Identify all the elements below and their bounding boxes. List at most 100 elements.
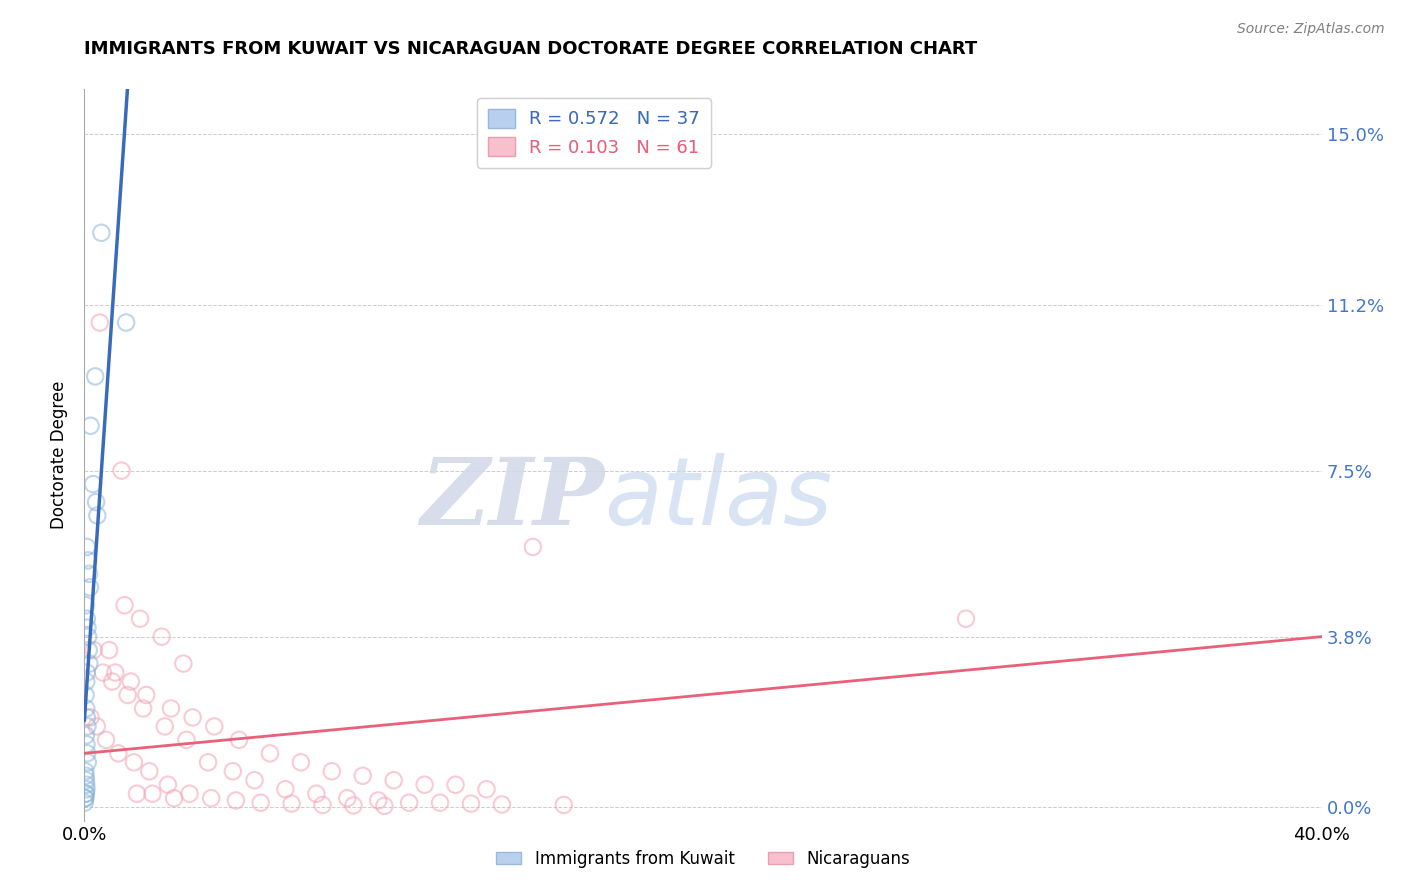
Point — [76, 621, 98, 635]
Point — [280, 797, 302, 811]
Point — [153, 719, 176, 733]
Point — [77, 630, 100, 644]
Point — [75, 787, 97, 801]
Point — [172, 657, 194, 671]
Point — [179, 787, 201, 801]
Point — [125, 787, 148, 801]
Point — [475, 782, 498, 797]
Point — [75, 764, 97, 779]
Point — [79, 580, 101, 594]
Point — [76, 756, 98, 770]
Point — [76, 665, 98, 680]
Point — [132, 701, 155, 715]
Point — [129, 612, 152, 626]
Point — [429, 796, 451, 810]
Point — [89, 316, 111, 330]
Point — [274, 782, 297, 797]
Point — [98, 643, 121, 657]
Point — [460, 797, 482, 811]
Point — [311, 797, 333, 812]
Point — [79, 657, 101, 671]
Point — [75, 599, 97, 613]
Point — [398, 796, 420, 810]
Point — [83, 643, 105, 657]
Point — [82, 477, 104, 491]
Point — [75, 791, 97, 805]
Point — [107, 747, 129, 761]
Point — [200, 791, 222, 805]
Point — [336, 791, 359, 805]
Point — [75, 773, 97, 788]
Point — [77, 643, 100, 657]
Point — [135, 688, 157, 702]
Point — [156, 778, 179, 792]
Point — [76, 710, 98, 724]
Point — [259, 747, 281, 761]
Point — [114, 599, 136, 613]
Point — [79, 418, 101, 433]
Point — [120, 674, 142, 689]
Point — [75, 769, 97, 783]
Point — [243, 773, 266, 788]
Legend: Immigrants from Kuwait, Nicaraguans: Immigrants from Kuwait, Nicaraguans — [489, 844, 917, 875]
Point — [197, 756, 219, 770]
Point — [181, 710, 204, 724]
Point — [110, 464, 132, 478]
Point — [104, 665, 127, 680]
Point — [76, 612, 98, 626]
Point — [225, 793, 247, 807]
Point — [290, 756, 312, 770]
Point — [77, 553, 100, 567]
Point — [373, 798, 395, 813]
Text: Source: ZipAtlas.com: Source: ZipAtlas.com — [1237, 22, 1385, 37]
Point — [76, 782, 98, 797]
Point — [163, 791, 186, 805]
Point — [553, 797, 575, 812]
Text: atlas: atlas — [605, 453, 832, 544]
Point — [94, 732, 117, 747]
Point — [444, 778, 467, 792]
Point — [86, 508, 108, 523]
Point — [115, 316, 138, 330]
Point — [90, 226, 112, 240]
Point — [117, 688, 139, 702]
Point — [305, 787, 328, 801]
Point — [491, 797, 513, 812]
Point — [75, 688, 97, 702]
Point — [79, 710, 101, 724]
Point — [75, 674, 97, 689]
Point — [91, 665, 114, 680]
Point — [75, 787, 97, 801]
Point — [75, 701, 97, 715]
Point — [382, 773, 405, 788]
Point — [73, 796, 96, 810]
Point — [955, 612, 977, 626]
Point — [75, 728, 97, 742]
Point — [321, 764, 343, 779]
Y-axis label: Doctorate Degree: Doctorate Degree — [51, 381, 69, 529]
Point — [138, 764, 160, 779]
Point — [76, 747, 98, 761]
Point — [101, 674, 124, 689]
Point — [342, 798, 364, 813]
Point — [122, 756, 145, 770]
Point — [76, 737, 98, 751]
Point — [84, 495, 107, 509]
Point — [150, 630, 173, 644]
Point — [228, 732, 250, 747]
Point — [249, 796, 271, 810]
Point — [84, 369, 107, 384]
Point — [367, 793, 389, 807]
Text: IMMIGRANTS FROM KUWAIT VS NICARAGUAN DOCTORATE DEGREE CORRELATION CHART: IMMIGRANTS FROM KUWAIT VS NICARAGUAN DOC… — [84, 40, 977, 58]
Point — [352, 769, 374, 783]
Point — [76, 719, 98, 733]
Point — [176, 732, 198, 747]
Point — [413, 778, 436, 792]
Text: ZIP: ZIP — [420, 454, 605, 544]
Point — [222, 764, 245, 779]
Point — [76, 540, 98, 554]
Point — [73, 791, 96, 805]
Point — [75, 778, 97, 792]
Point — [141, 787, 163, 801]
Point — [86, 719, 108, 733]
